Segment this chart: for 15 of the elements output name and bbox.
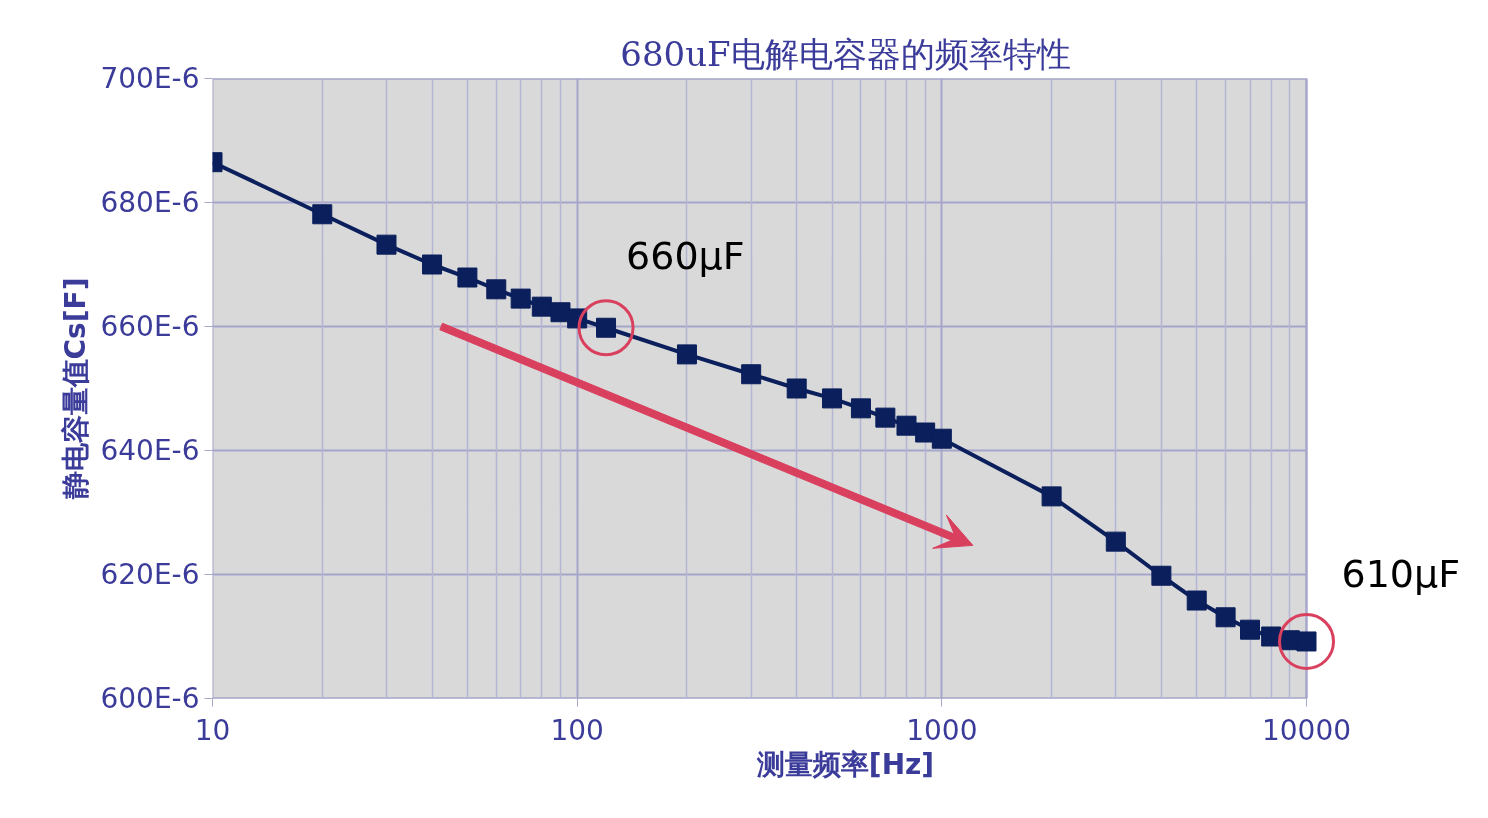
annotation: 660μF [626,233,745,278]
y-tick-label: 680E-6 [100,186,200,219]
x-tick-label: 10000 [1261,713,1352,747]
x-tick-label: 10 [194,713,231,747]
y-tick-label: 640E-6 [100,434,200,467]
y-axis-title: 静电容量值Cs[F] [59,277,93,501]
y-tick-label: 660E-6 [100,310,200,343]
x-tick-label: 1000 [906,713,978,747]
x-tick-label: 100 [550,713,604,747]
x-axis-title: 测量频率[Hz] [755,747,935,781]
annotation: 610μF [1341,552,1461,597]
y-tick-label: 620E-6 [100,558,200,591]
y-tick-label: 700E-6 [100,62,200,95]
y-tick-label: 600E-6 [100,682,200,715]
chart-title: 680uF电解电容器的频率特性 [620,33,1071,74]
